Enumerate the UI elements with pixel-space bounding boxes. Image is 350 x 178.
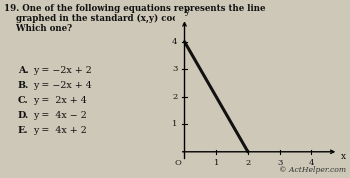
Text: Which one?: Which one? [4, 24, 72, 33]
Text: O: O [174, 159, 181, 167]
Text: C.: C. [18, 96, 29, 105]
Text: 4: 4 [172, 38, 177, 46]
Text: 2: 2 [245, 159, 251, 167]
Text: 19. One of the following equations represents the line: 19. One of the following equations repre… [4, 4, 266, 13]
Text: x: x [341, 152, 345, 161]
Text: graphed in the standard (x,y) coordinate plane below.: graphed in the standard (x,y) coordinate… [4, 14, 276, 23]
Text: 3: 3 [277, 159, 282, 167]
Text: y = −2x + 4: y = −2x + 4 [33, 81, 92, 90]
Text: 1: 1 [214, 159, 219, 167]
Text: y = −2x + 2: y = −2x + 2 [33, 66, 92, 75]
Text: 1: 1 [172, 120, 177, 128]
Text: E.: E. [18, 126, 29, 135]
Text: y: y [183, 7, 189, 16]
Text: © ActHelper.com: © ActHelper.com [279, 166, 346, 174]
Text: 4: 4 [309, 159, 314, 167]
Text: D.: D. [18, 111, 29, 120]
Text: 3: 3 [172, 65, 177, 73]
Text: y =  2x + 4: y = 2x + 4 [33, 96, 87, 105]
Text: y =  4x − 2: y = 4x − 2 [33, 111, 87, 120]
Text: y =  4x + 2: y = 4x + 2 [33, 126, 87, 135]
Text: 2: 2 [172, 93, 177, 101]
Text: B.: B. [18, 81, 29, 90]
Text: A.: A. [18, 66, 29, 75]
